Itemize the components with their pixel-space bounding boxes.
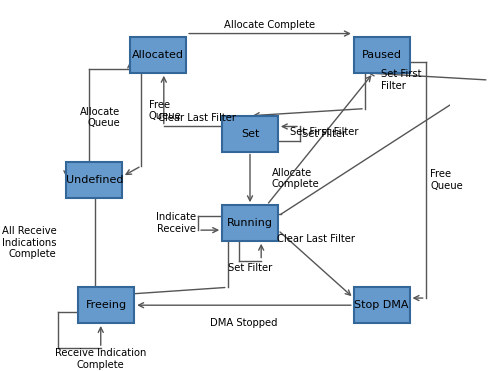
Text: Set: Set	[241, 129, 259, 139]
Text: Stop DMA: Stop DMA	[354, 300, 409, 310]
FancyBboxPatch shape	[222, 116, 278, 151]
Text: Allocate
Queue: Allocate Queue	[80, 107, 121, 128]
Text: Clear Last Filter: Clear Last Filter	[277, 234, 355, 244]
Text: Freeing: Freeing	[86, 300, 127, 310]
Text: Set First Filter: Set First Filter	[289, 127, 358, 137]
Text: Paused: Paused	[362, 50, 402, 60]
Text: Receive Indication
Complete: Receive Indication Complete	[55, 348, 146, 370]
FancyBboxPatch shape	[66, 162, 122, 198]
Text: Allocate Complete: Allocate Complete	[224, 20, 316, 30]
FancyBboxPatch shape	[222, 205, 278, 241]
Text: Free
Queue: Free Queue	[149, 99, 182, 121]
FancyBboxPatch shape	[354, 37, 409, 73]
FancyBboxPatch shape	[130, 37, 186, 73]
Text: All Receive
Indications
Complete: All Receive Indications Complete	[1, 226, 57, 259]
Text: Set Filter: Set Filter	[228, 263, 272, 273]
FancyBboxPatch shape	[354, 287, 409, 323]
Text: DMA Stopped: DMA Stopped	[210, 318, 278, 328]
Text: Allocate
Complete: Allocate Complete	[272, 168, 320, 189]
Text: Undefined: Undefined	[65, 175, 123, 185]
Text: Indicate
Receive: Indicate Receive	[156, 212, 196, 234]
Text: Running: Running	[227, 218, 273, 228]
FancyBboxPatch shape	[79, 287, 134, 323]
Text: Clear Last Filter: Clear Last Filter	[158, 112, 236, 122]
Text: Allocated: Allocated	[132, 50, 184, 60]
Text: Set Filter: Set Filter	[302, 129, 346, 139]
Text: Free
Queue: Free Queue	[430, 169, 463, 191]
Text: Set First
Filter: Set First Filter	[381, 69, 422, 91]
